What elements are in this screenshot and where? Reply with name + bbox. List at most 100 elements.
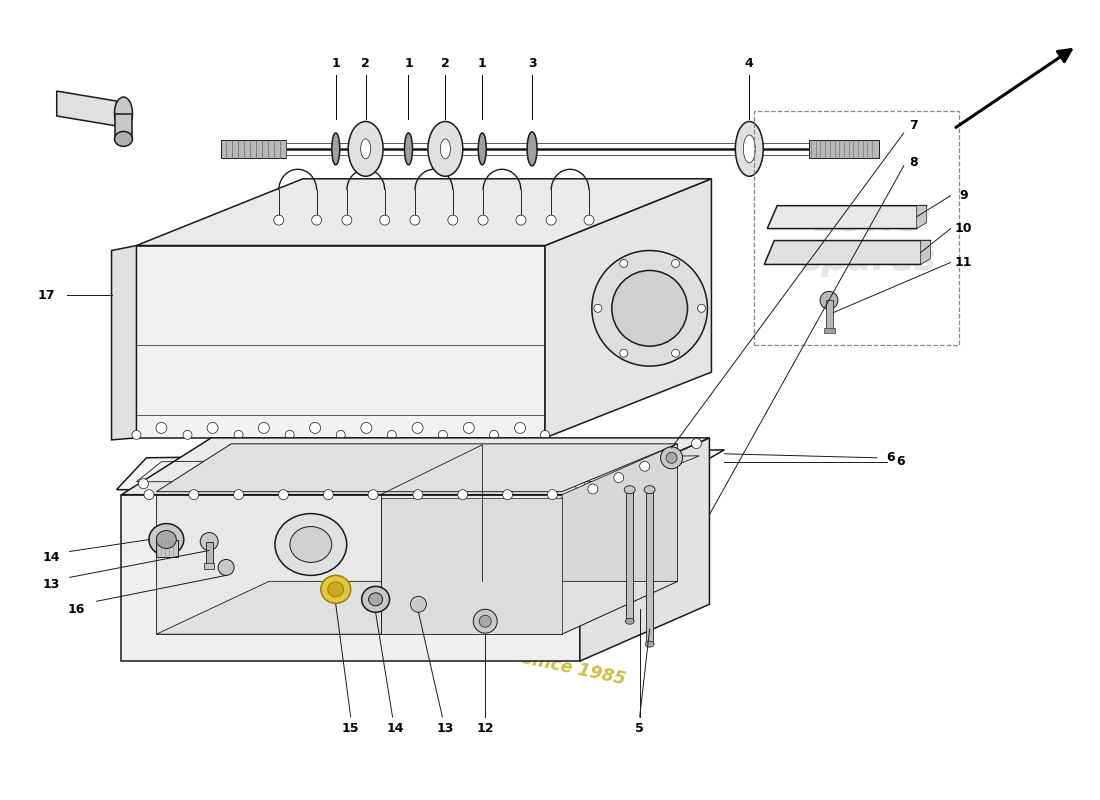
- Ellipse shape: [527, 132, 537, 166]
- Polygon shape: [111, 246, 136, 440]
- Text: 16: 16: [68, 602, 86, 616]
- Bar: [221, 140, 286, 158]
- Bar: [156, 539, 178, 558]
- Circle shape: [284, 478, 294, 489]
- Ellipse shape: [478, 133, 486, 165]
- Text: 12: 12: [476, 722, 494, 735]
- Polygon shape: [117, 450, 725, 490]
- Ellipse shape: [349, 122, 383, 176]
- Polygon shape: [544, 178, 712, 438]
- Circle shape: [379, 215, 389, 225]
- Circle shape: [156, 422, 167, 434]
- Circle shape: [410, 596, 427, 612]
- Text: 14: 14: [43, 551, 60, 564]
- Circle shape: [439, 430, 448, 439]
- Circle shape: [368, 490, 378, 500]
- Circle shape: [311, 215, 321, 225]
- Text: 9: 9: [959, 190, 968, 202]
- Circle shape: [285, 430, 294, 439]
- Circle shape: [540, 430, 550, 439]
- Circle shape: [233, 490, 243, 500]
- Polygon shape: [156, 444, 678, 492]
- Ellipse shape: [114, 131, 132, 146]
- Circle shape: [387, 430, 396, 439]
- Ellipse shape: [440, 139, 450, 159]
- Bar: [810, 140, 879, 158]
- Text: 8: 8: [910, 156, 918, 170]
- Ellipse shape: [645, 486, 656, 494]
- Circle shape: [548, 490, 558, 500]
- Circle shape: [619, 259, 628, 267]
- Circle shape: [477, 478, 487, 489]
- Circle shape: [207, 422, 218, 434]
- Polygon shape: [156, 582, 678, 634]
- Text: a passion for parts since 1985: a passion for parts since 1985: [333, 610, 627, 689]
- Ellipse shape: [148, 523, 184, 555]
- Circle shape: [187, 478, 197, 489]
- Polygon shape: [121, 438, 710, 494]
- Circle shape: [218, 559, 234, 575]
- Polygon shape: [57, 91, 117, 126]
- Circle shape: [623, 478, 632, 489]
- Circle shape: [132, 430, 141, 439]
- Circle shape: [332, 478, 342, 489]
- Circle shape: [144, 490, 154, 500]
- Ellipse shape: [624, 486, 635, 494]
- Circle shape: [412, 422, 424, 434]
- Circle shape: [234, 430, 243, 439]
- Text: 2: 2: [361, 57, 370, 70]
- Circle shape: [381, 478, 390, 489]
- Text: 1: 1: [477, 57, 486, 70]
- Circle shape: [672, 350, 680, 357]
- Circle shape: [661, 447, 682, 469]
- Polygon shape: [136, 178, 712, 246]
- Circle shape: [584, 215, 594, 225]
- Ellipse shape: [625, 618, 635, 624]
- Circle shape: [503, 490, 513, 500]
- Text: 14: 14: [387, 722, 405, 735]
- Ellipse shape: [321, 575, 351, 603]
- Circle shape: [200, 533, 218, 550]
- Circle shape: [480, 615, 492, 627]
- Polygon shape: [156, 494, 562, 634]
- Text: 3: 3: [528, 57, 537, 70]
- Bar: [824, 328, 835, 334]
- Text: 11: 11: [955, 256, 972, 269]
- Circle shape: [342, 215, 352, 225]
- Circle shape: [574, 478, 584, 489]
- Circle shape: [594, 304, 602, 312]
- Text: 2: 2: [441, 57, 450, 70]
- Bar: [114, 114, 132, 139]
- Ellipse shape: [361, 139, 371, 159]
- Circle shape: [410, 215, 420, 225]
- Text: 1: 1: [331, 57, 340, 70]
- Text: EURO
spares: EURO spares: [801, 204, 937, 278]
- Ellipse shape: [332, 133, 340, 165]
- Circle shape: [278, 490, 288, 500]
- Ellipse shape: [328, 582, 343, 597]
- Text: 13: 13: [437, 722, 454, 735]
- Ellipse shape: [156, 530, 176, 549]
- Polygon shape: [381, 498, 562, 634]
- Ellipse shape: [405, 133, 412, 165]
- Polygon shape: [136, 246, 544, 438]
- Circle shape: [515, 422, 526, 434]
- Circle shape: [183, 430, 192, 439]
- Circle shape: [337, 430, 345, 439]
- Circle shape: [361, 422, 372, 434]
- Polygon shape: [580, 438, 710, 661]
- Circle shape: [640, 462, 650, 471]
- Circle shape: [526, 478, 536, 489]
- Polygon shape: [921, 241, 931, 265]
- Ellipse shape: [646, 641, 654, 647]
- Bar: [626, 490, 634, 622]
- Circle shape: [323, 490, 333, 500]
- Ellipse shape: [736, 122, 763, 176]
- Ellipse shape: [428, 122, 463, 176]
- Circle shape: [458, 490, 468, 500]
- Bar: [646, 490, 653, 644]
- Circle shape: [309, 422, 320, 434]
- Circle shape: [692, 438, 702, 449]
- Bar: [755, 111, 958, 345]
- Text: 5: 5: [636, 722, 645, 735]
